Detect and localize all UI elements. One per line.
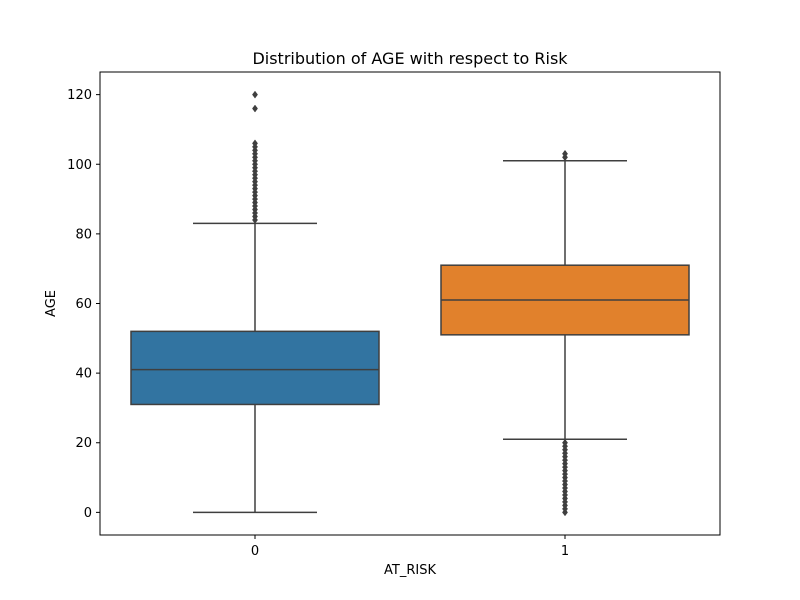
box-group-1 <box>440 149 690 517</box>
y-tick-label: 120 <box>67 88 92 103</box>
y-tick-label: 0 <box>84 506 92 521</box>
outlier-point <box>252 90 258 99</box>
plot-area <box>130 90 690 517</box>
outlier-point <box>562 438 568 447</box>
outlier-point <box>562 149 568 158</box>
y-tick-label: 40 <box>75 367 92 382</box>
outlier-point <box>252 104 258 113</box>
iqr-box <box>130 330 380 406</box>
y-tick-label: 100 <box>67 158 92 173</box>
x-tick-label: 0 <box>251 544 259 559</box>
outlier-point <box>252 139 258 148</box>
y-tick-label: 20 <box>75 436 92 451</box>
x-tick-label: 1 <box>561 544 569 559</box>
y-tick-label: 80 <box>75 227 92 242</box>
x-axis-label: AT_RISK <box>384 563 436 578</box>
box-group-0 <box>130 90 380 514</box>
y-tick-label: 60 <box>75 297 92 312</box>
y-axis-label: AGE <box>44 290 59 317</box>
y-axis: 0 20 40 60 80 100 120 <box>67 88 100 521</box>
chart-title: Distribution of AGE with respect to Risk <box>252 49 568 68</box>
